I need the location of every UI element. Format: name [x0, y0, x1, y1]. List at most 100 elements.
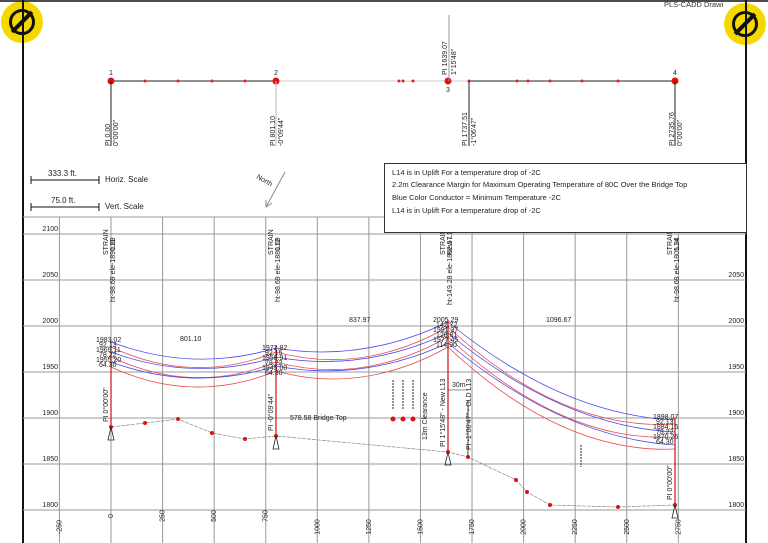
plan-structure-dot [397, 79, 401, 83]
conductor-hot [447, 326, 676, 425]
conductor-hot [447, 336, 676, 438]
attachment-label: 1898.07 [653, 414, 678, 421]
ground-point [514, 478, 518, 482]
structure-base-icon [107, 426, 115, 441]
conductor-cold [447, 321, 676, 421]
attachment-label: 92.13 [656, 419, 674, 426]
vert-scale-label: Vert. Scale [105, 202, 144, 211]
y-tick-label-left: 1950 [42, 364, 58, 371]
attachment-label: 114.90 [436, 342, 457, 349]
y-tick-label-left: 2100 [42, 226, 58, 233]
structure-type: STRAIN [440, 229, 447, 255]
attachment-label: 1884.16 [653, 424, 678, 431]
structure-pi: PI 0°00'00" [102, 387, 110, 422]
y-tick-label-left: 1800 [42, 502, 58, 509]
structure-pi: PI -0°09'44" [267, 394, 275, 431]
structure-base-icon [671, 504, 679, 519]
bridge-point [390, 416, 396, 422]
ground-point [525, 490, 529, 494]
structure-base-icon [272, 435, 280, 450]
plan-structure-dot [411, 79, 415, 83]
attachment-label: 64.30 [656, 439, 674, 446]
attachment-label: 78.22 [265, 360, 283, 367]
ground-profile [110, 418, 676, 508]
bridge-label: 578.58 Bridge Top [290, 415, 347, 422]
plan-structure-dot [580, 79, 584, 83]
x-tick-label: 1000 [314, 519, 321, 535]
attachment-label: 2005.29 [433, 317, 458, 324]
offset-label: 30m [452, 382, 466, 389]
conductor-cold [447, 332, 676, 433]
conductor-hot [275, 346, 449, 380]
attachment-label: 1870.25 [653, 434, 678, 441]
x-tick-label: 0 [108, 514, 115, 518]
pi-point-marker [444, 77, 452, 85]
structure-type: STRAIN [103, 229, 110, 255]
attachment-label: 1977.45 [433, 337, 458, 344]
y-tick-label-right: 2050 [728, 272, 744, 279]
conductor-cold [275, 321, 449, 353]
plan-structure-dot [143, 79, 147, 83]
attachment-label: 128.81 [436, 332, 458, 339]
conductor-hot [275, 336, 449, 371]
y-tick-label-right: 1950 [728, 364, 744, 371]
x-tick-label: 750 [263, 510, 270, 522]
attachment-label: 78.22 [656, 429, 674, 436]
old-structure-pi: PI -1°06'47" - OLD L13 [465, 379, 473, 450]
x-tick-label: 1750 [469, 519, 476, 535]
plan-view: 1PI 0.00 0°00'00"2PI 801.10 -0°09'44"3PI 1… [105, 15, 684, 146]
conductor-cold [110, 341, 277, 360]
conductor-cold [275, 342, 449, 372]
span-length: 837.97 [349, 317, 371, 324]
clearance-label: 13m Clearance [422, 392, 429, 440]
plan-structure-dot [515, 79, 519, 83]
span-length: 801.10 [180, 336, 202, 343]
conductor-hot [447, 346, 676, 450]
attachment-label: 1983.02 [96, 337, 121, 344]
attachment-label: 92.15 [265, 350, 283, 357]
structure-name: New L13* [447, 224, 454, 255]
attachment-label: 78.22 [99, 352, 117, 359]
x-tick-label: 2000 [521, 519, 528, 535]
conductors [110, 321, 676, 450]
span-length: 1096.67 [546, 317, 571, 324]
note: Blue Color Conductor = Minimum Temperatu… [392, 193, 561, 202]
app-title: PLS-CADD Drawi [664, 0, 724, 9]
pi-angle: 0°00'00" [676, 119, 684, 146]
x-tick-label: 250 [160, 510, 167, 522]
pi-angle: 1°15'48" [450, 48, 458, 75]
vert-scale: 75.0 ft. Vert. Scale [30, 196, 144, 211]
plan-structure-dot [526, 79, 530, 83]
structure-base-icon [444, 451, 452, 466]
y-tick-label-left: 2050 [42, 272, 58, 279]
conductor-hot [275, 326, 449, 361]
attachment-label: 1991.37 [433, 327, 458, 334]
conductor-cold [110, 351, 277, 369]
ground-point [616, 505, 620, 509]
horiz-scale: 333.3 ft. Horiz. Scale [30, 169, 149, 184]
plan-structure-dot [210, 79, 214, 83]
pi-number: 2 [274, 70, 278, 77]
attachment-label: 142.72 [436, 322, 458, 329]
horiz-scale-value: 333.3 ft. [48, 169, 77, 178]
structure-info: ht-98.69 ele-1880.69 [275, 237, 282, 302]
attachment-label: 1958.91 [262, 355, 287, 362]
pi-station: PI 2735.76 [669, 112, 676, 146]
structure-name: L14 [674, 238, 681, 250]
y-tick-label-right: 1850 [728, 456, 744, 463]
plan-structure-dot [548, 79, 552, 83]
pi-station: PI 1737.51 [462, 112, 469, 146]
horiz-scale-label: Horiz. Scale [105, 175, 149, 184]
note: L14 is in Uplift For a temperature drop … [392, 206, 541, 215]
structure-info: ht-98.69 ele-1890.89 [110, 237, 117, 302]
pi-angle: -1°06'47" [470, 117, 478, 146]
structure-pi: PI 0°00'00" [666, 465, 674, 500]
y-tick-label-right: 2000 [728, 318, 744, 325]
note: L14 is in Uplift For a temperature drop … [392, 168, 541, 177]
structure-name: L11 [110, 239, 117, 250]
structure-name: L12 [275, 238, 282, 250]
ground-point [143, 421, 147, 425]
structure-info: ht-98.69 ele-1805.34 [674, 237, 681, 302]
conductor-cold [447, 342, 676, 446]
